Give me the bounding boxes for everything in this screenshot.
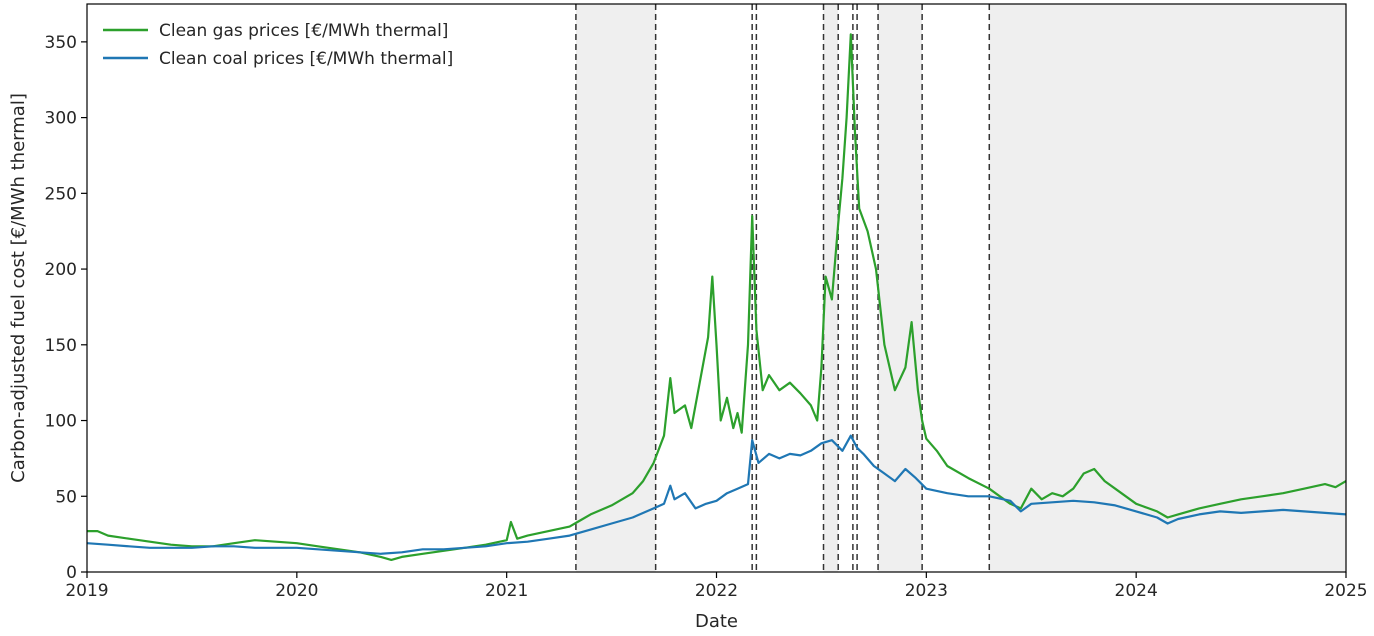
legend-label-1: Clean coal prices [€/MWh thermal] [159, 49, 453, 69]
y-tick-label: 350 [45, 33, 77, 53]
series-line-1 [86, 434, 1347, 555]
shaded-period-2 [878, 4, 923, 572]
y-tick-label: 200 [45, 260, 77, 280]
y-tick-label: 300 [45, 109, 77, 129]
y-tick-label: 150 [45, 336, 77, 356]
legend-label-0: Clean gas prices [€/MWh thermal] [159, 21, 448, 41]
x-tick-label: 2025 [1324, 581, 1367, 601]
y-axis-title: Carbon-adjusted fuel cost [€/MWh thermal… [8, 93, 29, 483]
x-tick-label: 2022 [695, 581, 738, 601]
x-tick-label: 2024 [1115, 581, 1158, 601]
y-tick-label: 50 [55, 487, 77, 507]
y-tick-label: 100 [45, 412, 77, 432]
x-tick-label: 2021 [485, 581, 528, 601]
x-axis-ticks: 2019 2020 2021 2022 2023 2024 2025 [65, 572, 1368, 601]
legend: Clean gas prices [€/MWh thermal] Clean co… [103, 21, 453, 69]
series-lines [86, 33, 1347, 561]
y-tick-label: 250 [45, 184, 77, 204]
x-axis-title: Date [695, 611, 738, 632]
x-tick-label: 2023 [905, 581, 948, 601]
x-tick-label: 2019 [65, 581, 108, 601]
shaded-periods [575, 4, 1346, 572]
shaded-period-0 [575, 4, 656, 572]
series-line-0 [87, 33, 1347, 561]
shaded-period-1 [823, 4, 839, 572]
shaded-period-3 [989, 4, 1346, 572]
y-axis-ticks: 0 50 100 150 200 250 300 350 [45, 33, 87, 583]
y-tick-label: 0 [66, 563, 77, 583]
x-tick-label: 2020 [275, 581, 318, 601]
